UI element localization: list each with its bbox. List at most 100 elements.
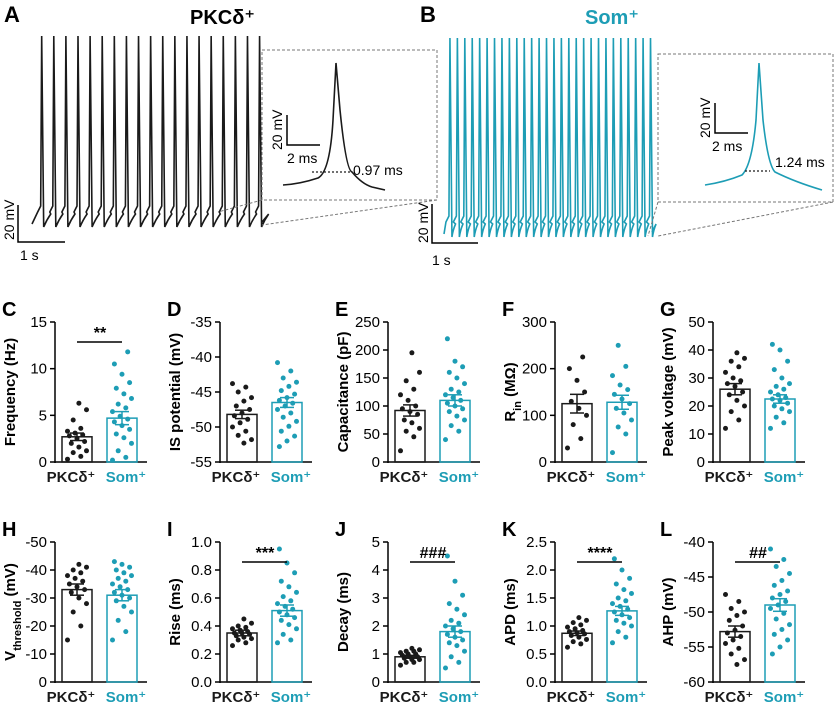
data-point <box>768 606 773 611</box>
data-point <box>413 403 419 409</box>
data-point <box>730 637 736 643</box>
data-point <box>405 397 411 403</box>
y-tick-label: 0.5 <box>526 646 547 663</box>
data-point <box>456 659 462 665</box>
significance-marker: ## <box>749 545 767 562</box>
data-point <box>768 546 773 552</box>
data-point <box>736 364 742 370</box>
y-axis-label: Rin (MΩ) <box>502 362 524 421</box>
data-point <box>448 654 454 660</box>
data-point <box>70 417 76 423</box>
data-point <box>726 617 732 623</box>
data-point <box>115 448 121 454</box>
data-point <box>610 640 615 646</box>
data-point <box>787 571 792 576</box>
y-tick-label: 150 <box>355 370 380 387</box>
data-point <box>621 410 627 416</box>
panel-b-title: Som⁺ <box>585 7 639 29</box>
data-point <box>275 407 280 412</box>
data-point <box>286 584 292 590</box>
y-tick-label: 50 <box>363 426 380 443</box>
data-point <box>627 615 633 621</box>
data-point <box>230 424 235 430</box>
data-point <box>121 435 127 441</box>
inset-a-box <box>261 49 438 201</box>
data-point <box>294 626 299 632</box>
data-point <box>84 601 89 607</box>
data-point <box>127 380 133 386</box>
data-point <box>582 389 588 395</box>
panel-letter: G <box>660 299 676 321</box>
data-point <box>565 624 570 630</box>
data-point <box>280 594 286 600</box>
data-point <box>724 381 730 387</box>
data-point <box>462 612 467 618</box>
data-point <box>117 413 123 419</box>
y-tick-label: 200 <box>522 361 547 378</box>
data-point <box>129 440 134 446</box>
data-point <box>723 425 728 431</box>
y-tick-label: 1.0 <box>191 534 212 551</box>
data-point <box>110 409 115 415</box>
bar-pkc <box>394 409 426 463</box>
bar-som <box>439 399 471 463</box>
data-point <box>117 584 123 590</box>
y-tick-label: 0.4 <box>191 618 212 635</box>
data-point <box>129 609 134 615</box>
data-point <box>235 432 241 438</box>
y-tick-label: -30 <box>25 590 47 607</box>
data-point <box>239 410 245 416</box>
data-point <box>777 644 783 650</box>
y-tick-label: 1.5 <box>526 590 547 607</box>
data-point <box>82 587 88 593</box>
data-point <box>241 440 247 446</box>
data-point <box>110 637 115 643</box>
data-point <box>76 444 82 450</box>
data-point <box>460 364 466 370</box>
data-point <box>280 631 286 637</box>
data-point <box>723 592 728 597</box>
data-point <box>448 617 454 623</box>
data-point <box>235 623 241 629</box>
data-point <box>249 437 254 443</box>
data-point <box>456 428 462 434</box>
data-point <box>233 403 239 409</box>
data-point <box>290 400 296 406</box>
data-point <box>785 637 791 643</box>
data-point <box>769 341 775 347</box>
inset-a-zoom-line-top <box>217 199 263 213</box>
data-point <box>65 428 70 434</box>
data-point <box>450 626 456 632</box>
y-tick-label: -60 <box>683 674 705 691</box>
data-point <box>84 407 89 413</box>
data-point <box>403 659 409 665</box>
y-tick-label: -35 <box>190 314 212 331</box>
data-point <box>450 395 456 401</box>
y-tick-label: 40 <box>688 342 705 359</box>
data-point <box>584 617 589 623</box>
data-point <box>566 629 572 635</box>
significance-marker: ### <box>420 545 447 562</box>
data-point <box>578 622 584 628</box>
data-point <box>452 403 458 409</box>
data-point <box>113 567 119 573</box>
data-point <box>292 391 298 397</box>
y-tick-label: 10 <box>30 361 47 378</box>
data-point <box>566 366 572 372</box>
bar-som <box>271 609 303 683</box>
data-point <box>779 406 785 412</box>
data-point <box>123 454 129 460</box>
data-point <box>235 637 241 643</box>
y-tick-label: 2.0 <box>526 562 547 579</box>
data-point <box>115 401 121 407</box>
data-point <box>278 388 284 394</box>
y-tick-label: 10 <box>688 426 705 443</box>
data-point <box>443 437 448 443</box>
data-point <box>275 360 280 366</box>
inset-b-scale-v: 20 mV <box>697 97 713 138</box>
data-point <box>417 425 422 431</box>
data-point <box>565 644 570 650</box>
data-point <box>629 417 634 423</box>
panel-b-scale-bar <box>431 204 478 244</box>
